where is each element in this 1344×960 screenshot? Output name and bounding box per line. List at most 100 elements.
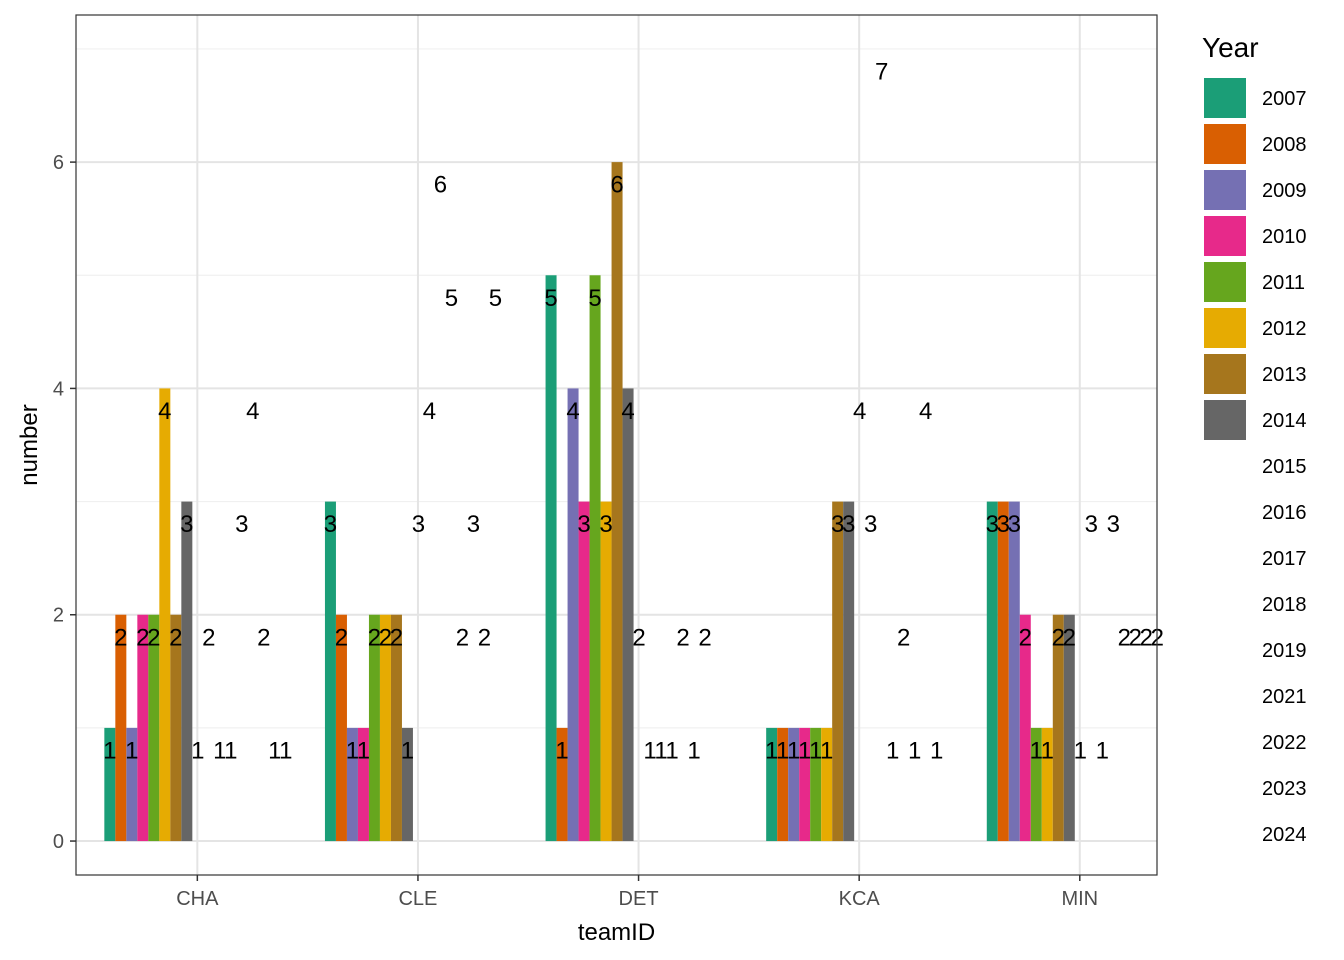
- data-label-MIN-2008: 3: [997, 511, 1010, 538]
- data-label-CHA-2014: 3: [180, 511, 193, 538]
- data-label-CHA-2013: 2: [169, 624, 182, 651]
- data-label-MIN-2018: 3: [1107, 511, 1120, 538]
- legend-title: Year: [1202, 32, 1259, 63]
- bar-DET-2013: [611, 162, 623, 842]
- bar-DET-2010: [578, 501, 590, 842]
- data-label-CLE-2011: 2: [368, 624, 381, 651]
- legend-key-2013: [1204, 354, 1246, 394]
- data-label-DET-2010: 3: [577, 511, 590, 538]
- data-label-KCA-2022: 4: [919, 398, 932, 425]
- data-label-KCA-2018: 1: [886, 738, 899, 765]
- data-label-CHA-2016: 2: [202, 624, 215, 651]
- data-label-CLE-2022: 2: [478, 624, 491, 651]
- bar-CLE-2012: [379, 614, 391, 842]
- data-label-KCA-2017: 7: [875, 59, 888, 86]
- data-label-KCA-2016: 3: [864, 511, 877, 538]
- bar-CHA-2012: [159, 388, 171, 842]
- bar-DET-2008: [556, 727, 568, 842]
- data-label-KCA-2008: 1: [776, 738, 789, 765]
- bar-MIN-2014: [1063, 614, 1075, 842]
- data-label-CLE-2017: 6: [434, 172, 447, 199]
- data-label-CHA-2017: 1: [213, 738, 226, 765]
- x-tick-label: MIN: [1061, 888, 1098, 910]
- legend-label-2019: 2019: [1262, 640, 1307, 662]
- data-label-DET-2018: 1: [665, 738, 678, 765]
- data-label-CHA-2007: 1: [103, 738, 116, 765]
- data-label-KCA-2007: 1: [765, 738, 778, 765]
- data-label-DET-2009: 4: [566, 398, 579, 425]
- data-label-CHA-2008: 2: [114, 624, 127, 651]
- legend-label-2013: 2013: [1262, 364, 1307, 386]
- data-label-KCA-2019: 2: [897, 624, 910, 651]
- bar-MIN-2007: [986, 501, 998, 842]
- legend-key-2011: [1204, 262, 1246, 302]
- data-label-MIN-2022: 2: [1140, 624, 1153, 651]
- bar-CHA-2008: [115, 614, 127, 842]
- data-label-CHA-2021: 4: [246, 398, 259, 425]
- bar-MIN-2012: [1041, 727, 1053, 842]
- legend-label-2023: 2023: [1262, 778, 1307, 800]
- legend-key-2012: [1204, 308, 1246, 348]
- bar-CLE-2013: [390, 614, 402, 842]
- y-tick-label: 4: [53, 378, 64, 400]
- bar-MIN-2010: [1019, 614, 1031, 842]
- data-label-CLE-2015: 3: [412, 511, 425, 538]
- data-label-CHA-2011: 2: [147, 624, 160, 651]
- bar-KCA-2013: [832, 501, 844, 842]
- data-label-CHA-2012: 4: [158, 398, 171, 425]
- legend-key-2014: [1204, 400, 1246, 440]
- bar-CHA-2011: [148, 614, 160, 842]
- data-label-DET-2022: 2: [698, 624, 711, 651]
- bar-MIN-2013: [1052, 614, 1064, 842]
- data-label-CLE-2008: 2: [335, 624, 348, 651]
- data-label-KCA-2015: 4: [853, 398, 866, 425]
- bar-MIN-2009: [1008, 501, 1020, 842]
- data-label-CLE-2018: 5: [445, 285, 458, 312]
- data-label-MIN-2015: 1: [1074, 738, 1087, 765]
- data-label-CLE-2010: 1: [357, 738, 370, 765]
- legend-label-2012: 2012: [1262, 318, 1307, 340]
- bar-KCA-2014: [843, 501, 855, 842]
- data-label-DET-2017: 1: [654, 738, 667, 765]
- data-label-MIN-2007: 3: [986, 511, 999, 538]
- x-tick-label: CHA: [176, 888, 219, 910]
- bar-KCA-2009: [788, 727, 800, 842]
- legend-label-2007: 2007: [1262, 88, 1307, 110]
- legend-key-2007: [1204, 78, 1246, 118]
- data-label-MIN-2014: 2: [1063, 624, 1076, 651]
- bar-MIN-2008: [997, 501, 1009, 842]
- data-label-DET-2019: 2: [676, 624, 689, 651]
- bar-DET-2014: [622, 388, 634, 842]
- x-axis-title: teamID: [578, 919, 655, 946]
- bar-CHA-2013: [170, 614, 182, 842]
- legend-label-2021: 2021: [1262, 686, 1307, 708]
- data-label-CHA-2022: 2: [257, 624, 270, 651]
- legend: Year 2007 2008 2009 2010 2011 2012 2013 2014 201…: [1202, 32, 1307, 846]
- data-label-CLE-2012: 2: [379, 624, 392, 651]
- bar-CHA-2009: [126, 727, 138, 842]
- data-label-MIN-2011: 1: [1030, 738, 1043, 765]
- data-label-CLE-2021: 3: [467, 511, 480, 538]
- data-label-KCA-2010: 1: [798, 738, 811, 765]
- bar-CHA-2014: [181, 501, 193, 842]
- bar-CHA-2007: [104, 727, 116, 842]
- legend-label-2024: 2024: [1262, 824, 1307, 846]
- data-label-DET-2016: 1: [643, 738, 656, 765]
- y-tick-label: 6: [53, 152, 64, 174]
- bar-CLE-2014: [401, 727, 413, 842]
- bar-KCA-2012: [821, 727, 833, 842]
- data-label-MIN-2021: 2: [1129, 624, 1142, 651]
- bar-CLE-2008: [335, 614, 347, 842]
- bar-MIN-2011: [1030, 727, 1042, 842]
- data-label-DET-2007: 5: [544, 285, 557, 312]
- data-label-CHA-2023: 1: [268, 738, 281, 765]
- data-label-CLE-2016: 4: [423, 398, 436, 425]
- data-label-CLE-2009: 1: [346, 738, 359, 765]
- data-label-DET-2012: 3: [599, 511, 612, 538]
- bar-KCA-2010: [799, 727, 811, 842]
- data-label-DET-2014: 4: [621, 398, 634, 425]
- bar-CLE-2007: [324, 501, 336, 842]
- x-tick-label: CLE: [398, 888, 437, 910]
